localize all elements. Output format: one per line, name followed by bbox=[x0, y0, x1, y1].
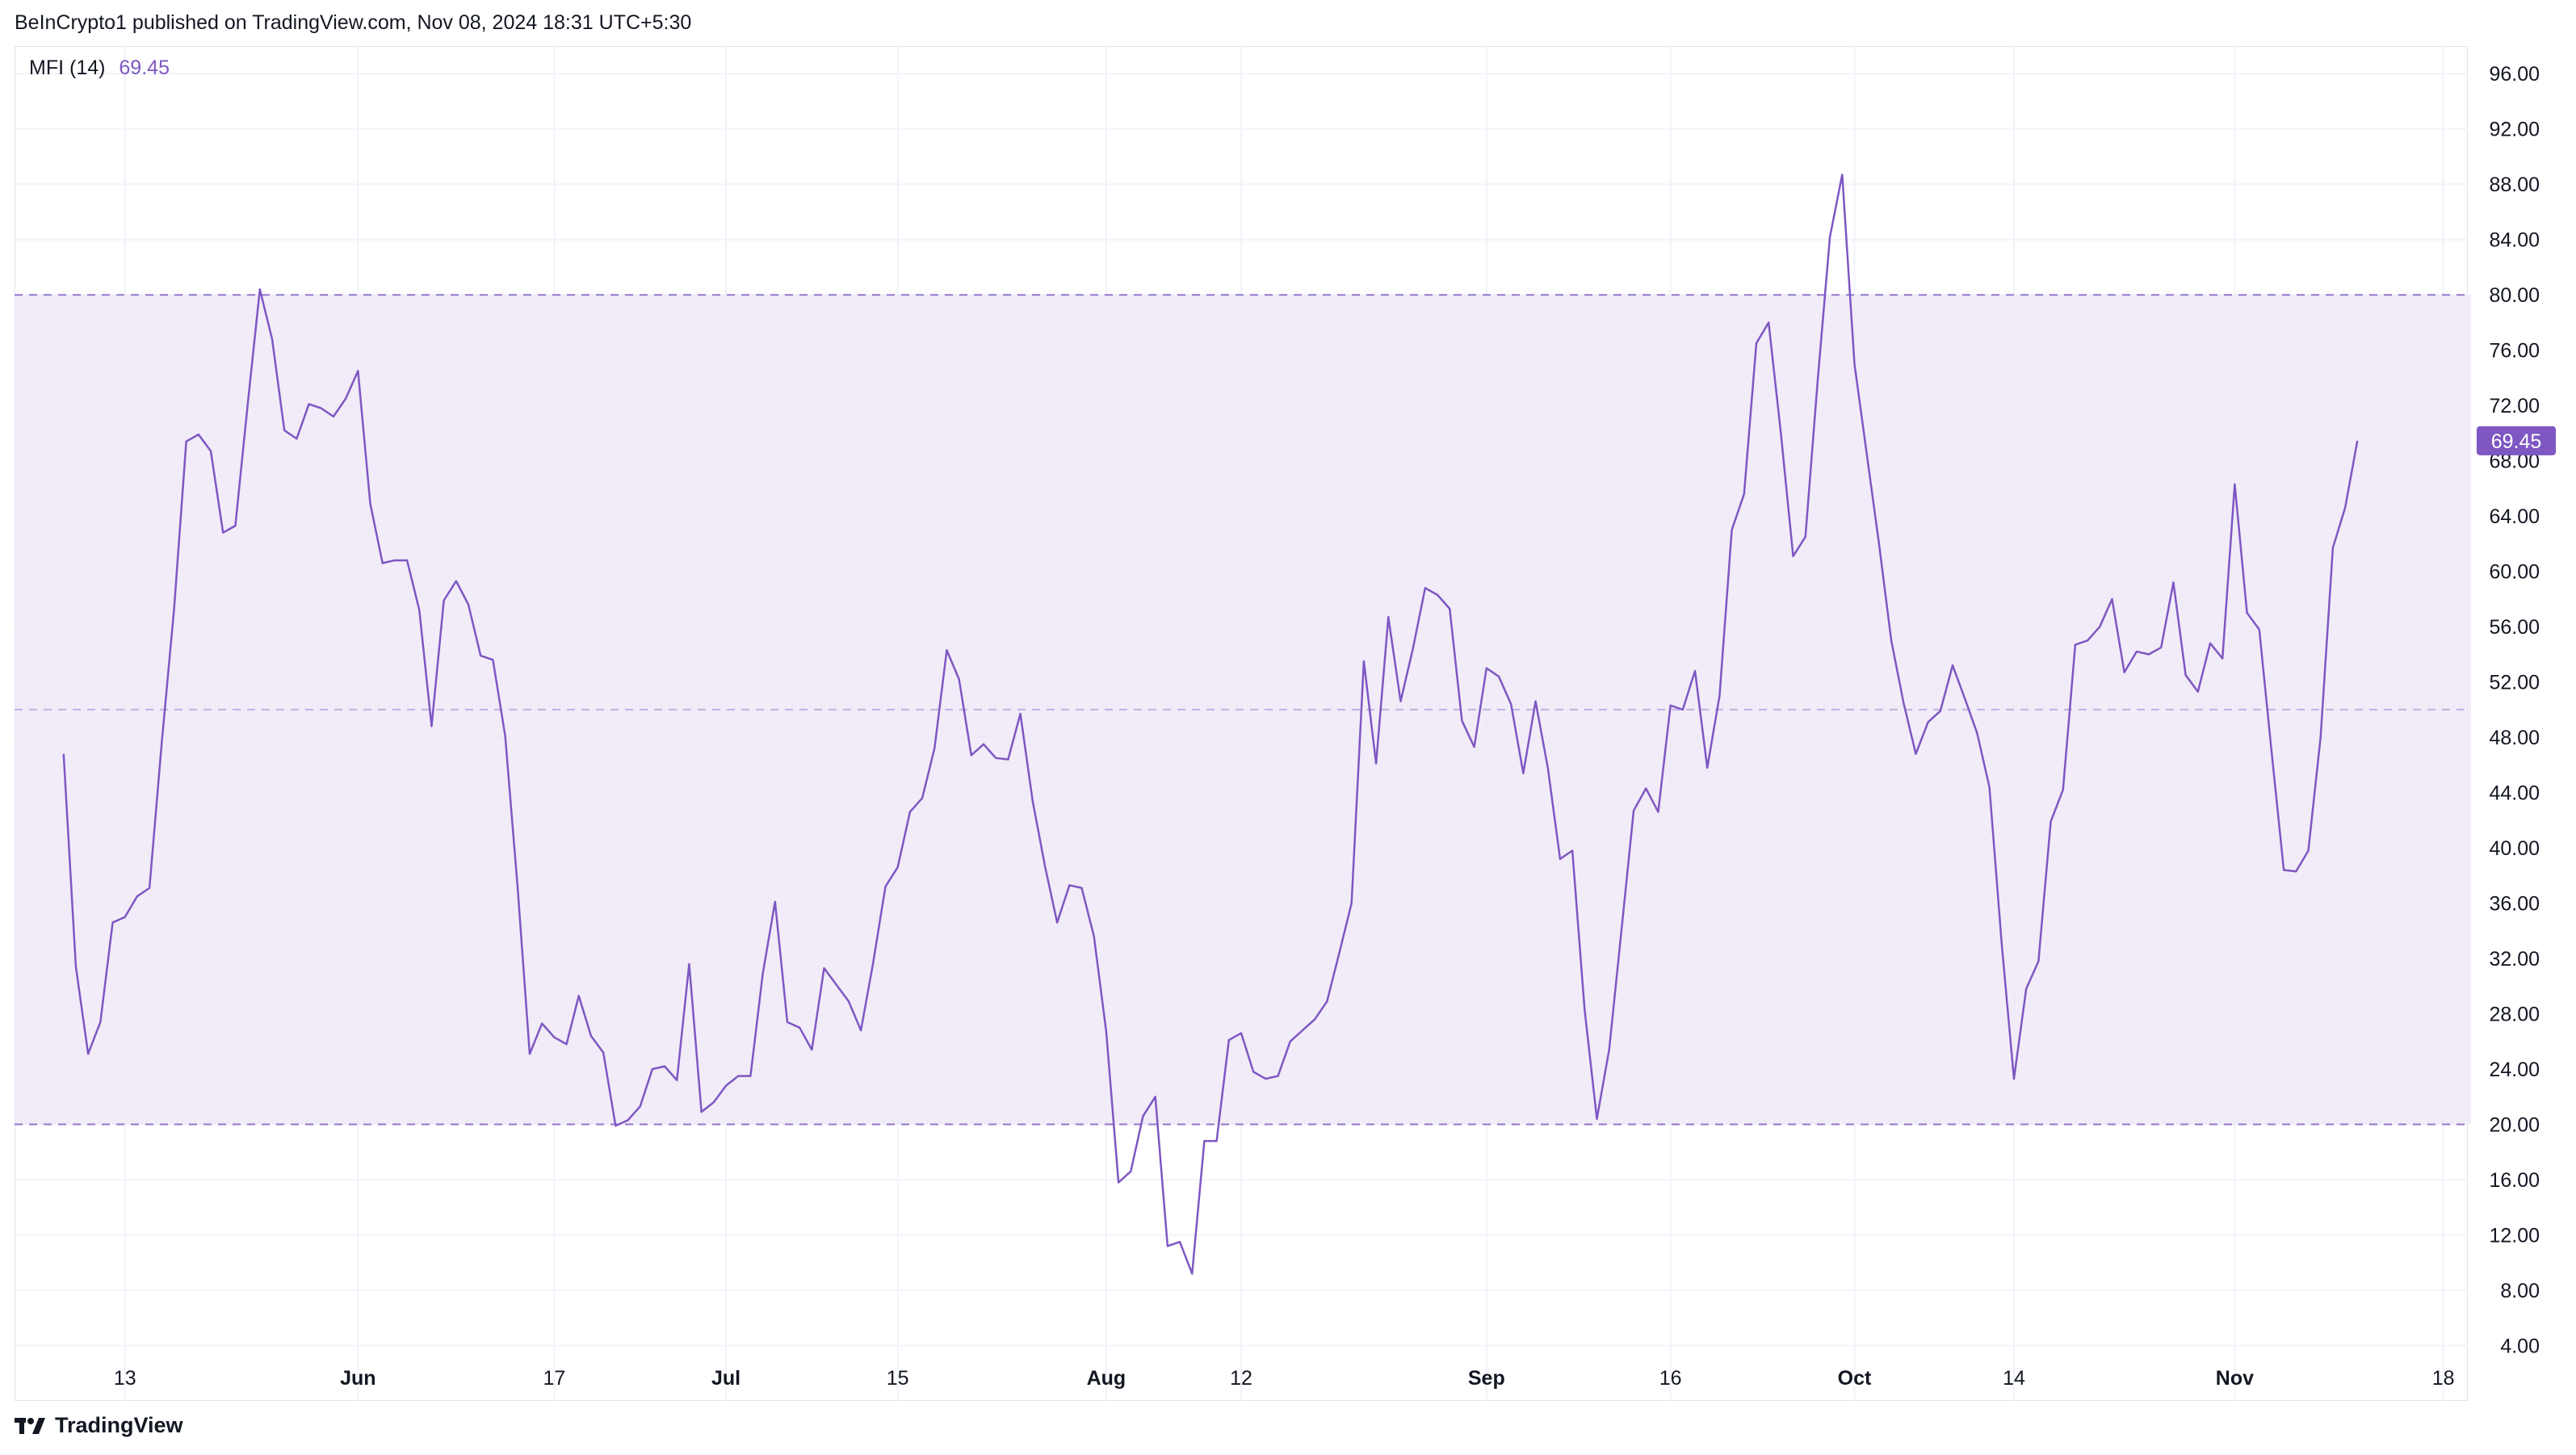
y-tick-label: 88.00 bbox=[2489, 174, 2540, 196]
x-tick-label: 18 bbox=[2432, 1367, 2455, 1390]
indicator-label: MFI (14) bbox=[29, 57, 106, 79]
y-tick-label: 8.00 bbox=[2500, 1280, 2540, 1302]
y-tick-label: 56.00 bbox=[2489, 616, 2540, 639]
y-tick-label: 76.00 bbox=[2489, 340, 2540, 363]
x-tick-label: Sep bbox=[1468, 1367, 1505, 1390]
y-tick-label: 20.00 bbox=[2489, 1114, 2540, 1137]
current-value-tag-text: 69.45 bbox=[2491, 430, 2542, 453]
x-tick-label: 12 bbox=[1230, 1367, 1252, 1390]
x-axis[interactable]: 13 Jun 17 Jul 15 Aug 12 Sep 16 Oct 14 Nov 18 bbox=[114, 1367, 2455, 1390]
y-tick-label: 84.00 bbox=[2489, 229, 2540, 252]
indicator-legend[interactable]: MFI (14) 69.45 bbox=[29, 57, 170, 80]
x-tick-label: 15 bbox=[887, 1367, 909, 1390]
y-tick-label: 40.00 bbox=[2489, 837, 2540, 860]
y-tick-label: 92.00 bbox=[2489, 119, 2540, 141]
y-tick-label: 60.00 bbox=[2489, 561, 2540, 584]
mfi-band bbox=[15, 294, 2471, 1126]
y-tick-label: 16.00 bbox=[2489, 1169, 2540, 1192]
y-tick-label: 4.00 bbox=[2500, 1335, 2540, 1358]
y-tick-label: 12.00 bbox=[2489, 1225, 2540, 1247]
x-tick-label: Aug bbox=[1087, 1367, 1126, 1390]
current-value-tag-bg bbox=[2477, 426, 2556, 455]
x-tick-label: Jun bbox=[340, 1367, 375, 1390]
y-tick-label: 64.00 bbox=[2489, 505, 2540, 528]
x-tick-label: Jul bbox=[711, 1367, 740, 1390]
x-tick-label: 14 bbox=[2003, 1367, 2025, 1390]
tradingview-logo-icon bbox=[15, 1415, 47, 1437]
y-tick-label: 24.00 bbox=[2489, 1059, 2540, 1081]
y-tick-label: 72.00 bbox=[2489, 395, 2540, 417]
indicator-value: 69.45 bbox=[119, 57, 170, 79]
x-tick-label: Oct bbox=[1838, 1367, 1872, 1390]
x-tick-label: 13 bbox=[114, 1367, 136, 1390]
y-axis[interactable]: 96.0092.0088.0084.0080.0076.0072.0068.00… bbox=[2489, 63, 2540, 1357]
y-tick-label: 32.00 bbox=[2489, 948, 2540, 971]
mfi-band-fill bbox=[15, 295, 2471, 1125]
y-tick-label: 96.00 bbox=[2489, 63, 2540, 86]
y-tick-label: 36.00 bbox=[2489, 893, 2540, 916]
y-tick-label: 48.00 bbox=[2489, 727, 2540, 749]
y-tick-label: 52.00 bbox=[2489, 672, 2540, 694]
mfi-series bbox=[62, 173, 2359, 1275]
footer-brand-text: TradingView bbox=[55, 1413, 183, 1437]
publisher-header: BeInCrypto1 published on TradingView.com… bbox=[15, 11, 692, 34]
y-tick-label: 28.00 bbox=[2489, 1004, 2540, 1026]
current-value-tag: 69.45 bbox=[2477, 426, 2556, 455]
mfi-line bbox=[62, 173, 2359, 1275]
x-tick-label: 16 bbox=[1659, 1367, 1682, 1390]
x-tick-label: Nov bbox=[2216, 1367, 2254, 1390]
y-tick-label: 80.00 bbox=[2489, 284, 2540, 307]
footer-brand[interactable]: TradingView bbox=[15, 1413, 183, 1438]
x-tick-label: 17 bbox=[543, 1367, 565, 1390]
y-tick-label: 44.00 bbox=[2489, 782, 2540, 805]
